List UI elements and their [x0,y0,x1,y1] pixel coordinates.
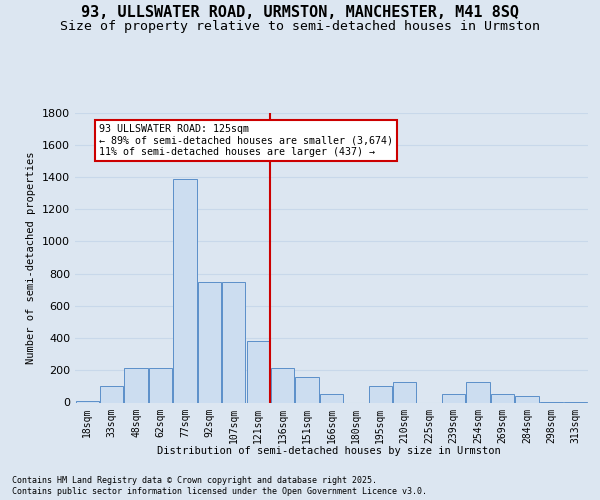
Bar [442,394,465,402]
Bar [222,282,245,403]
Bar [466,382,490,402]
Bar [515,396,539,402]
Bar [247,342,270,402]
Bar [295,376,319,402]
Bar [271,368,294,402]
Bar [393,382,416,402]
Y-axis label: Number of semi-detached properties: Number of semi-detached properties [26,151,37,364]
Text: Contains HM Land Registry data © Crown copyright and database right 2025.: Contains HM Land Registry data © Crown c… [12,476,377,485]
Bar [76,401,99,402]
Text: Distribution of semi-detached houses by size in Urmston: Distribution of semi-detached houses by … [157,446,500,456]
Bar [198,282,221,403]
Bar [100,386,123,402]
Text: 93, ULLSWATER ROAD, URMSTON, MANCHESTER, M41 8SQ: 93, ULLSWATER ROAD, URMSTON, MANCHESTER,… [81,5,519,20]
Bar [320,394,343,402]
Bar [149,368,172,402]
Text: Size of property relative to semi-detached houses in Urmston: Size of property relative to semi-detach… [60,20,540,33]
Text: Contains public sector information licensed under the Open Government Licence v3: Contains public sector information licen… [12,487,427,496]
Bar [369,386,392,402]
Bar [491,394,514,402]
Bar [173,178,197,402]
Text: 93 ULLSWATER ROAD: 125sqm
← 89% of semi-detached houses are smaller (3,674)
11% : 93 ULLSWATER ROAD: 125sqm ← 89% of semi-… [100,124,394,157]
Bar [124,368,148,402]
